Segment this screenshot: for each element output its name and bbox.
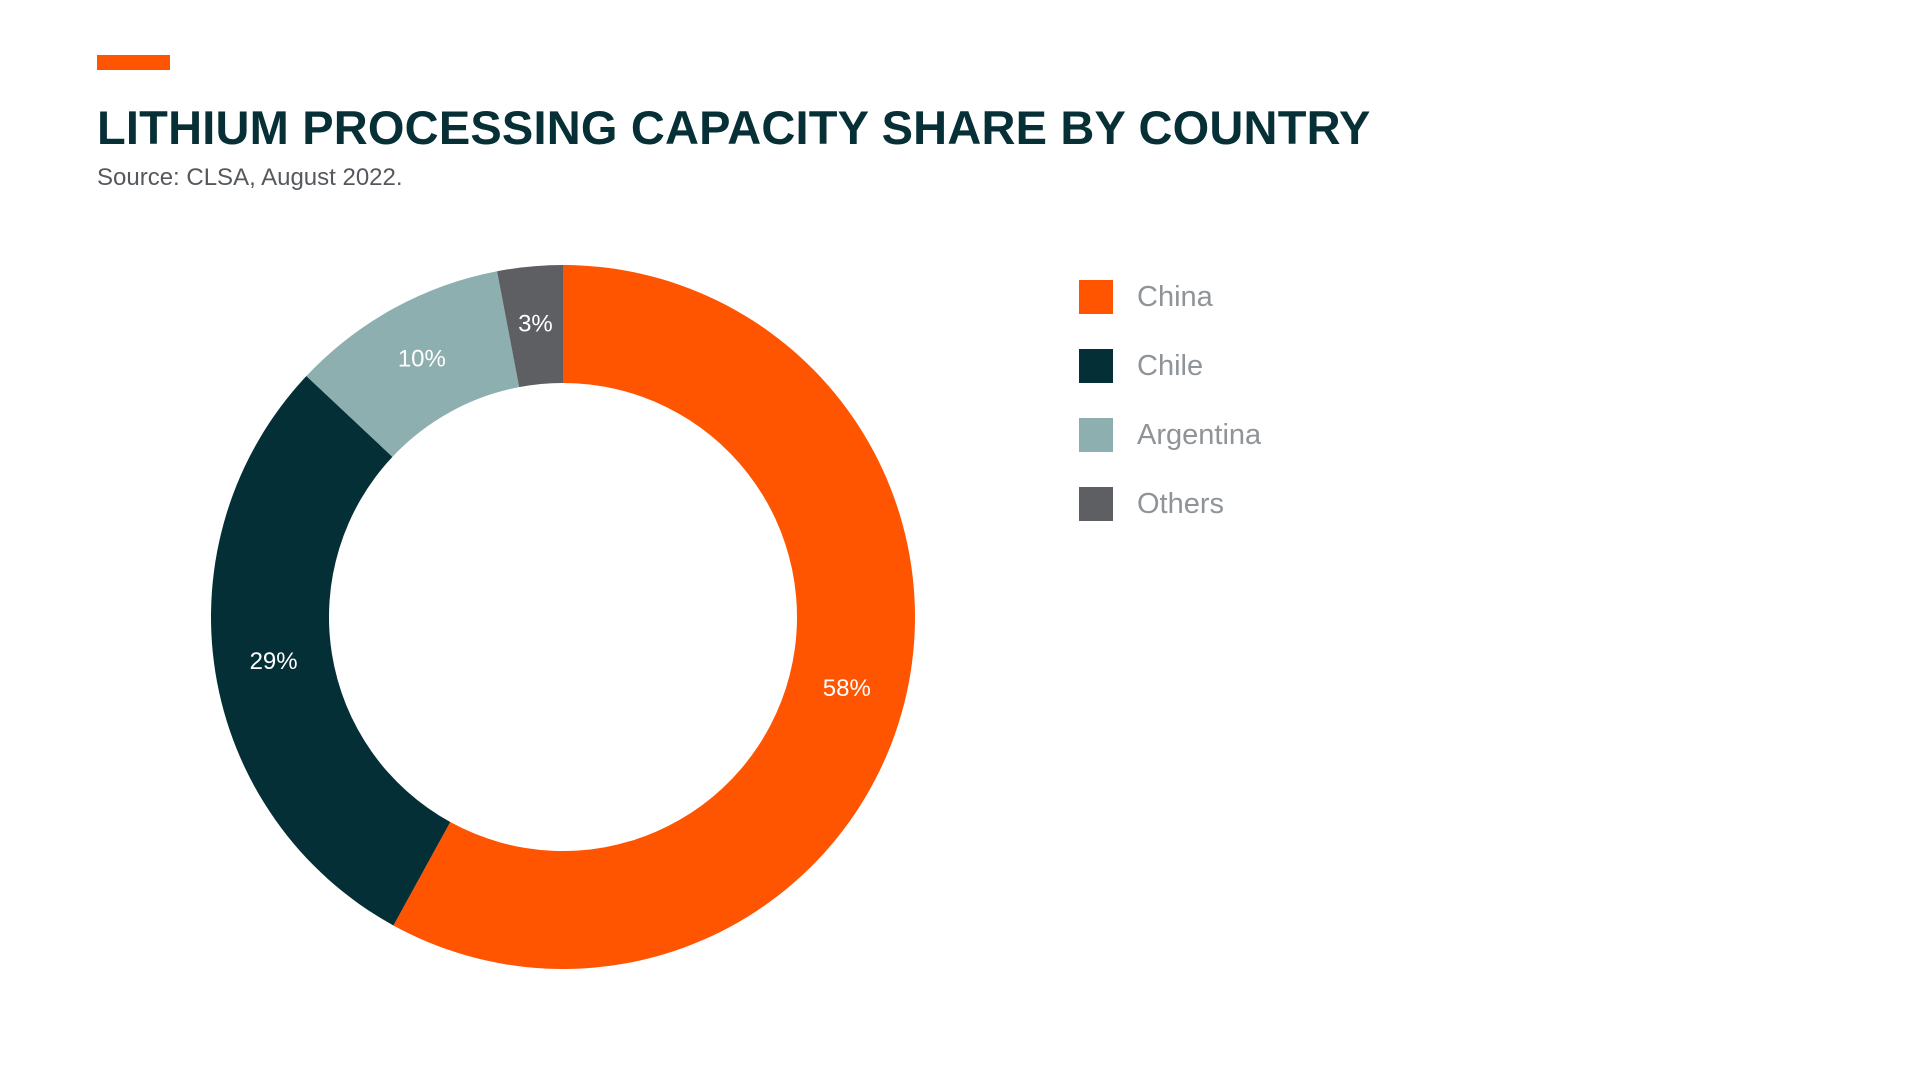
slice-china bbox=[393, 265, 915, 969]
donut-chart: 58% 29% 10% 3% bbox=[210, 265, 915, 969]
legend-swatch-china bbox=[1079, 280, 1113, 314]
title-accent-bar bbox=[97, 55, 170, 70]
slice-chile bbox=[210, 376, 451, 926]
legend-item-others: Others bbox=[1079, 487, 1261, 521]
legend-label-others: Others bbox=[1137, 487, 1225, 520]
donut-slices bbox=[210, 265, 915, 969]
slice-label-chile: 29% bbox=[250, 648, 298, 675]
legend-item-chile: Chile bbox=[1079, 349, 1261, 383]
legend-item-china: China bbox=[1079, 280, 1261, 314]
legend-item-argentina: Argentina bbox=[1079, 418, 1261, 452]
legend-swatch-argentina bbox=[1079, 418, 1113, 452]
slice-label-others: 3% bbox=[518, 311, 553, 338]
donut-labels: 58% 29% 10% 3% bbox=[250, 311, 871, 703]
slice-argentina bbox=[306, 271, 520, 457]
chart-legend: China Chile Argentina Others bbox=[1079, 280, 1261, 556]
slice-label-argentina: 10% bbox=[398, 346, 446, 373]
chart-title: LITHIUM PROCESSING CAPACITY SHARE BY COU… bbox=[97, 101, 1371, 154]
legend-swatch-chile bbox=[1079, 349, 1113, 383]
legend-label-argentina: Argentina bbox=[1137, 418, 1262, 451]
legend-swatch-others bbox=[1079, 487, 1113, 521]
legend-label-chile: Chile bbox=[1137, 349, 1204, 382]
legend-label-china: China bbox=[1137, 280, 1213, 313]
chart-source: Source: CLSA, August 2022. bbox=[97, 164, 403, 191]
slice-label-china: 58% bbox=[823, 675, 871, 702]
slice-others bbox=[497, 265, 563, 388]
